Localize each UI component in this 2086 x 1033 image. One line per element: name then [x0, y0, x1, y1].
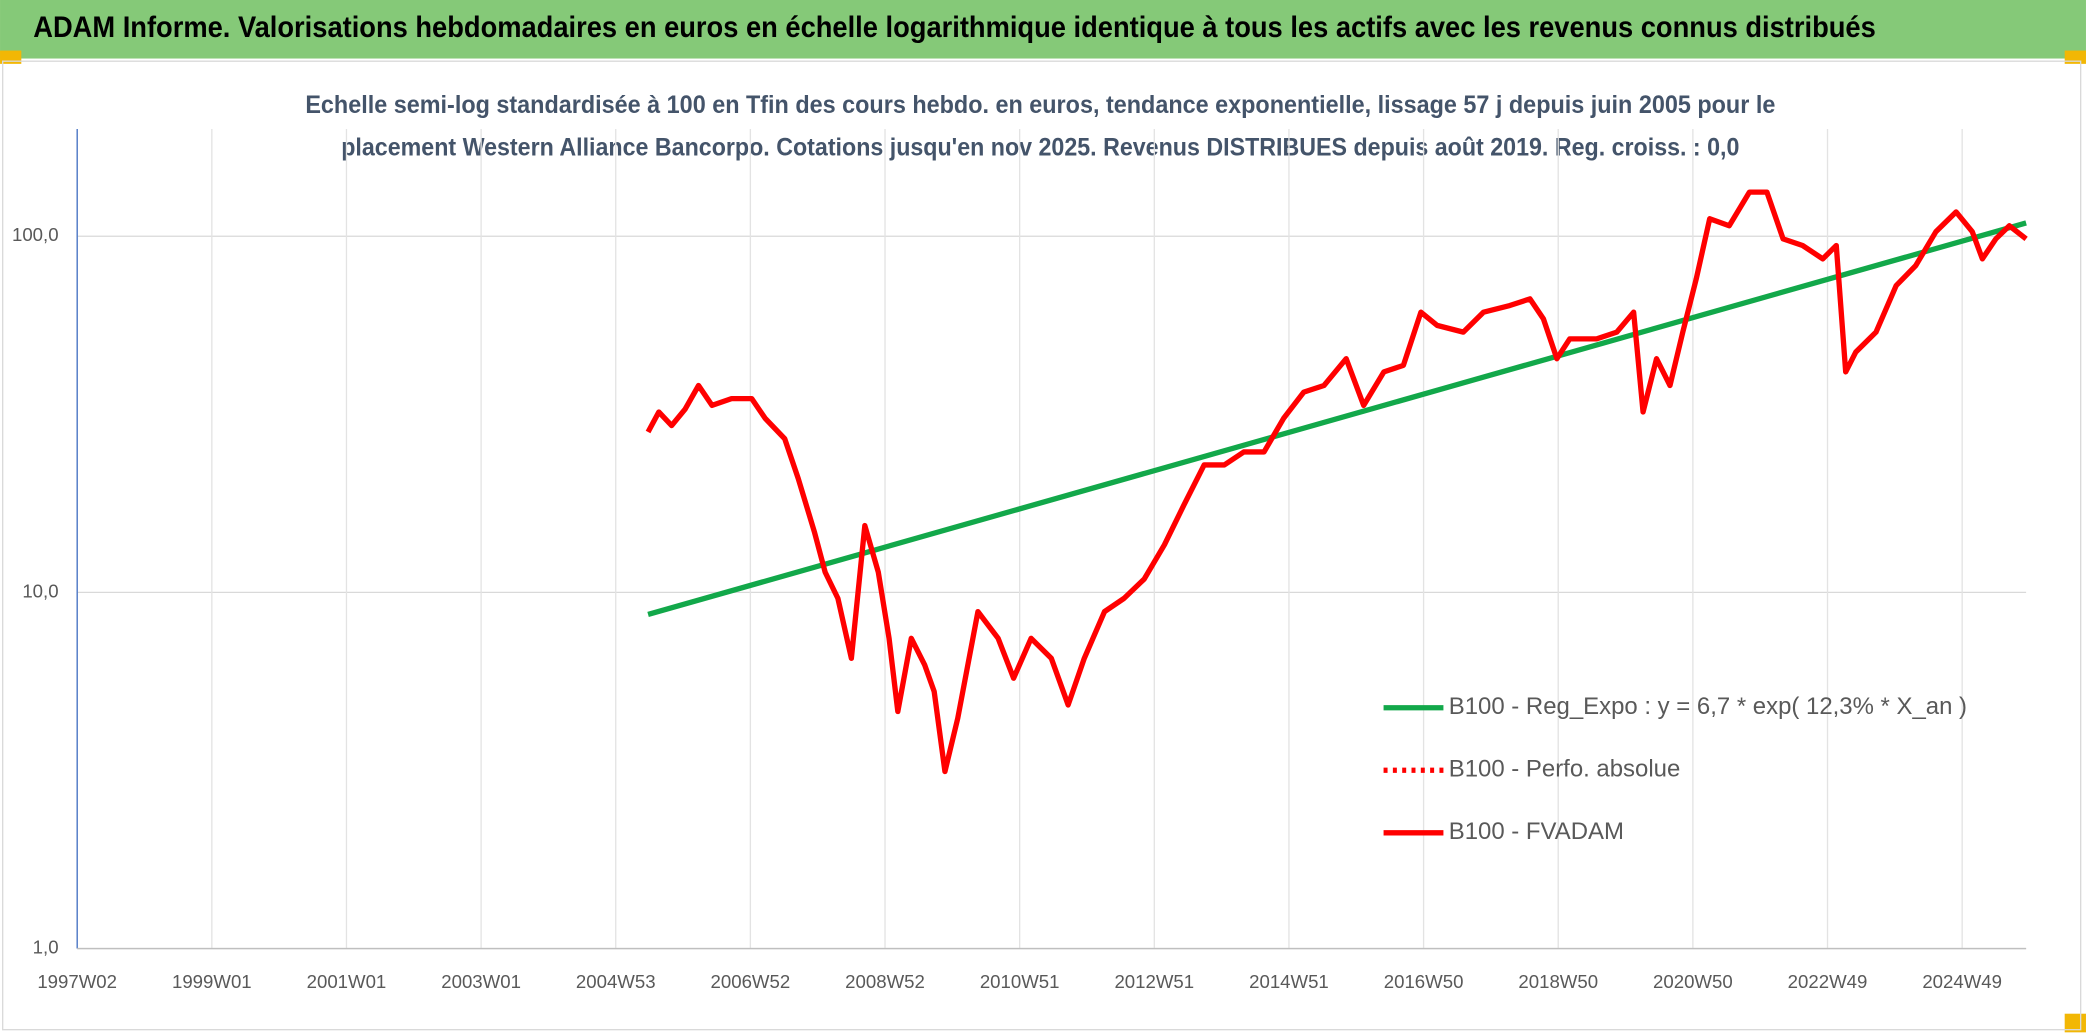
y-tick-label: 10,0	[22, 580, 58, 601]
legend-label: B100 - Reg_Expo : y = 6,7 * exp( 12,3% *…	[1449, 693, 1967, 720]
series-line	[645, 189, 2028, 775]
x-tick-label: 2022W49	[1788, 971, 1868, 992]
x-tick-label: 2014W51	[1249, 971, 1329, 992]
subtitle: Echelle semi-log standardisée à 100 en T…	[305, 91, 1775, 119]
legend: B100 - Reg_Expo : y = 6,7 * exp( 12,3% *…	[1383, 693, 1967, 845]
series-line	[647, 220, 2027, 618]
legend-label: B100 - Perfo. absolue	[1449, 756, 1681, 783]
y-tick-label: 100,0	[12, 224, 59, 245]
x-tick-label: 2012W51	[1114, 971, 1194, 992]
x-tick-label: 1997W02	[37, 971, 117, 992]
legend-label: B100 - FVADAM	[1449, 818, 1624, 845]
plot	[645, 189, 2028, 775]
chart-title: ADAM Informe. Valorisations hebdomadaire…	[33, 12, 1876, 44]
x-tick-label: 2016W50	[1384, 971, 1464, 992]
x-tick-label: 2006W52	[711, 971, 791, 992]
x-tick-label: 2003W01	[441, 971, 521, 992]
y-tick-label: 1,0	[33, 936, 59, 957]
x-tick-label: 2018W50	[1518, 971, 1598, 992]
x-tick-label: 1999W01	[172, 971, 252, 992]
x-tick-label: 2001W01	[307, 971, 387, 992]
x-tick-label: 2010W51	[980, 971, 1060, 992]
subtitle: placement Western Alliance Bancorpo. Cot…	[341, 134, 1739, 162]
x-tick-label: 2008W52	[845, 971, 925, 992]
title-banner	[0, 0, 2086, 59]
x-tick-label: 2024W49	[1922, 971, 2002, 992]
x-tick-label: 2020W50	[1653, 971, 1733, 992]
grid: 1,0 10,0 100,0 1997W02 1999W01 2001W01 2003W01…	[12, 129, 2027, 992]
frame	[2, 60, 2082, 1031]
x-tick-label: 2004W53	[576, 971, 656, 992]
